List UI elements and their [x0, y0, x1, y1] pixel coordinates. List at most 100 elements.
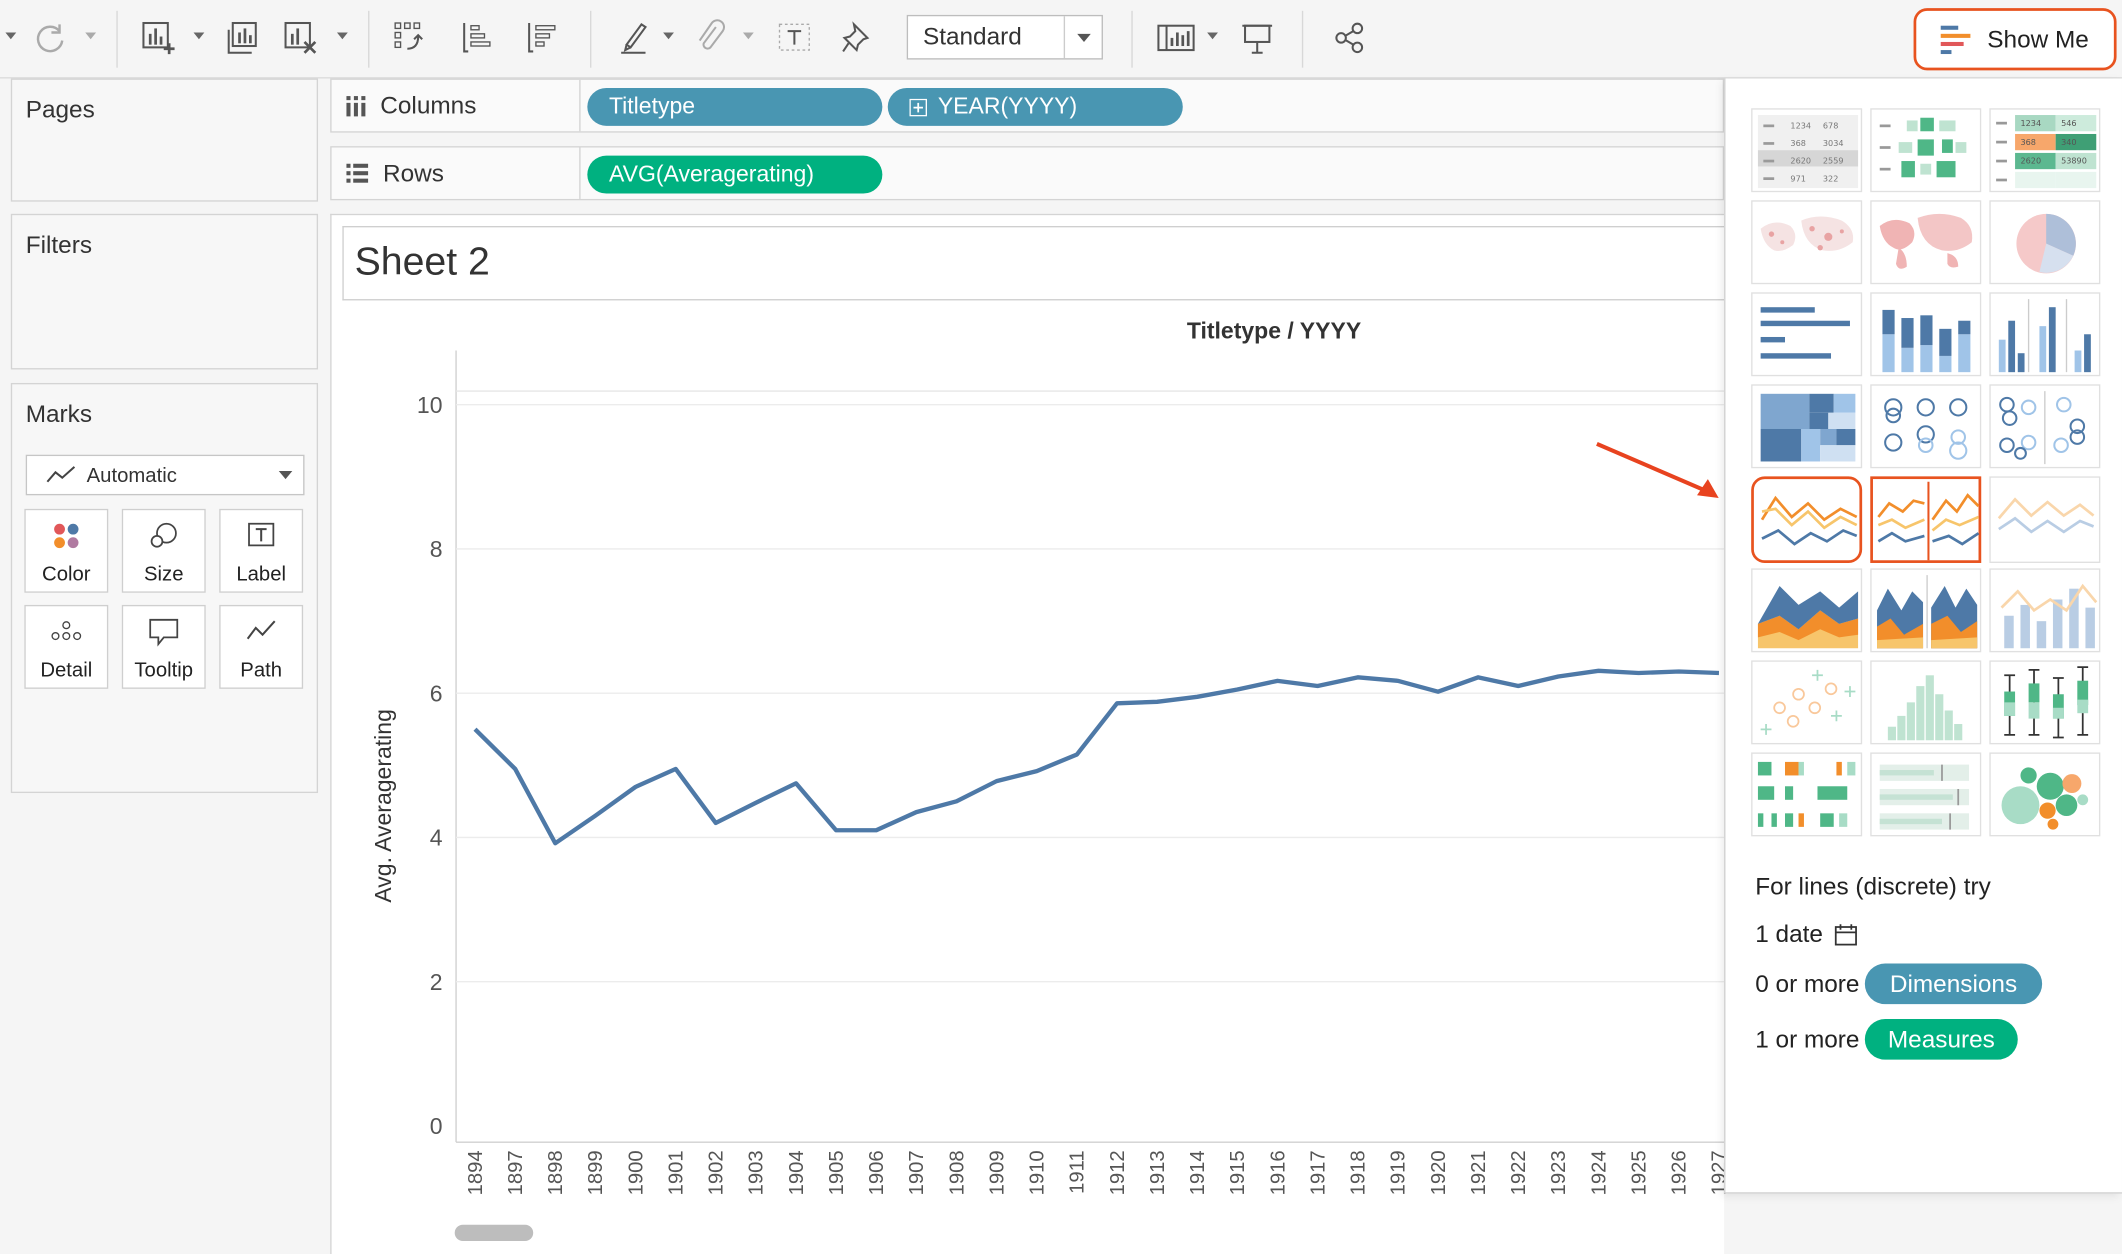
marks-title: Marks [25, 400, 93, 428]
undo-dropdown-icon[interactable] [5, 32, 17, 40]
chart-type-heat-map[interactable] [1870, 108, 1982, 193]
x-tick-label: 1908 [946, 1150, 968, 1195]
chart-type-horizontal-bars[interactable] [1751, 292, 1863, 377]
pin-axes-icon[interactable] [834, 14, 880, 63]
pie-chart-icon [2016, 213, 2076, 274]
chart-type-packed-bubbles[interactable] [1989, 752, 2101, 837]
chart-type-treemap[interactable] [1751, 384, 1863, 469]
columns-shelf[interactable]: Columns Titletype YEAR(YYYY) [330, 78, 1725, 133]
share-icon[interactable] [1326, 14, 1372, 63]
y-tick-label: 4 [430, 825, 443, 851]
path-icon [221, 617, 302, 647]
clear-sheet-icon[interactable] [277, 14, 323, 63]
chart-type-dual-combination[interactable] [1989, 568, 2101, 653]
sort-descending-icon[interactable] [520, 14, 566, 63]
columns-shelf-label: Columns [332, 79, 581, 132]
chart-type-stacked-bars[interactable] [1870, 292, 1982, 377]
x-tick-label: 1898 [545, 1150, 567, 1195]
show-me-panel: 1234 678 368 3034 2620 2559 971 322 1234 546 368 3… [1724, 78, 2122, 1194]
packed-bubbles-icon [2001, 767, 2089, 830]
sort-ascending-icon[interactable] [455, 14, 501, 63]
size-icon [123, 521, 204, 551]
x-tick-label: 1910 [1027, 1150, 1049, 1195]
new-worksheet-dropdown-icon[interactable] [193, 32, 205, 40]
swap-rows-columns-icon[interactable] [387, 14, 433, 63]
titletype-pill[interactable]: Titletype [587, 87, 883, 126]
chart-type-lines-discrete[interactable] [1751, 476, 1863, 563]
expand-plus-icon[interactable] [909, 98, 928, 116]
chart-type-side-by-side-bars[interactable] [1989, 292, 2101, 377]
chart-type-scatter-plot[interactable] [1751, 660, 1863, 745]
horizontal-scrollbar-thumb[interactable] [454, 1224, 534, 1241]
year-pill[interactable]: YEAR(YYYY) [887, 87, 1183, 126]
group-dropdown-icon[interactable] [742, 32, 754, 40]
heat-map-icon [1879, 117, 1967, 178]
sheet-title[interactable]: Sheet 2 [342, 226, 1726, 301]
mark-type-value: Automatic [86, 463, 177, 487]
chart-type-symbol-map[interactable] [1751, 200, 1863, 285]
pages-shelf[interactable]: Pages [10, 78, 319, 202]
highlight-dropdown-icon[interactable] [663, 32, 674, 40]
rows-shelf[interactable]: Rows AVG(Averagerating) [330, 146, 1725, 201]
symbol-map-icon [1760, 216, 1854, 252]
chart-type-circle-views[interactable] [1870, 384, 1982, 469]
show-me-button[interactable]: Show Me [1913, 8, 2117, 71]
svg-text:3034: 3034 [1823, 138, 1844, 148]
new-worksheet-icon[interactable] [135, 14, 181, 63]
x-tick-label: 1912 [1107, 1150, 1129, 1195]
mark-type-select[interactable]: Automatic [25, 454, 305, 496]
x-tick-label: 1907 [906, 1150, 928, 1195]
path-button[interactable]: Path [219, 604, 304, 689]
x-tick-label: 1923 [1548, 1150, 1570, 1195]
group-members-icon[interactable] [687, 14, 733, 63]
refresh-icon[interactable] [27, 14, 73, 63]
chart-type-text-table[interactable]: 1234 678 368 3034 2620 2559 971 322 [1751, 108, 1863, 193]
show-labels-icon[interactable] [771, 14, 817, 63]
chart-type-pie[interactable] [1989, 200, 2101, 285]
chart-type-area-continuous[interactable] [1751, 568, 1863, 653]
show-cards-dropdown-icon[interactable] [1207, 32, 1218, 40]
y-axis-title: Avg. Averagerating [370, 709, 396, 903]
presentation-mode-icon[interactable] [1234, 14, 1280, 63]
line-chart[interactable]: 0 2 4 6 8 10 Avg. Averagerating 1894 1897 1898 189… [332, 215, 1726, 1254]
color-button[interactable]: Color [24, 508, 109, 593]
detail-button[interactable]: Detail [24, 604, 109, 689]
x-tick-label: 1911 [1067, 1150, 1089, 1194]
filters-shelf[interactable]: Filters [10, 213, 319, 370]
chart-type-filled-map[interactable] [1870, 200, 1982, 285]
refresh-dropdown-icon[interactable] [85, 32, 97, 40]
duplicate-sheet-icon[interactable] [219, 14, 265, 63]
treemap-icon [1760, 393, 1856, 462]
chart-type-highlight-table[interactable]: 1234 546 368 340 2620 53890 [1989, 108, 2101, 193]
chart-type-dual-lines[interactable] [1870, 476, 1982, 563]
svg-text:368: 368 [1790, 138, 1805, 148]
x-tick-label: 1924 [1588, 1150, 1610, 1195]
fit-mode-select[interactable]: Standard [906, 14, 1103, 60]
avg-averagerating-pill[interactable]: AVG(Averagerating) [587, 155, 883, 194]
x-tick-label: 1900 [625, 1150, 647, 1195]
y-tick-label: 8 [430, 536, 443, 562]
chart-type-box-whisker[interactable] [1989, 660, 2101, 745]
stacked-bars-icon [1882, 309, 1971, 373]
clear-sheet-dropdown-icon[interactable] [336, 32, 348, 40]
x-tick-label: 1915 [1227, 1150, 1249, 1195]
show-cards-icon[interactable] [1153, 14, 1199, 63]
chart-type-lines-continuous[interactable] [1989, 476, 2101, 563]
chart-type-bullet-graph[interactable] [1870, 752, 1982, 837]
chart-type-gantt[interactable] [1751, 752, 1863, 837]
tooltip-button[interactable]: Tooltip [121, 604, 206, 689]
x-tick-label: 1913 [1147, 1150, 1169, 1195]
chart-type-histogram[interactable] [1870, 660, 1982, 745]
highlight-pen-icon[interactable] [612, 14, 658, 63]
size-button[interactable]: Size [121, 508, 206, 593]
rows-icon [346, 163, 369, 183]
series-line[interactable] [473, 668, 1720, 846]
label-button[interactable]: Label [219, 508, 304, 593]
chart-type-area-discrete[interactable] [1870, 568, 1982, 653]
chart-type-side-by-side-circles[interactable] [1989, 384, 2101, 469]
lines-discrete-icon [1760, 495, 1858, 546]
label-label: Label [236, 562, 287, 586]
toolbar: Standard Show Me [0, 0, 2122, 79]
dimensions-pill: Dimensions [1864, 963, 2043, 1005]
dual-combination-icon [2000, 583, 2098, 649]
